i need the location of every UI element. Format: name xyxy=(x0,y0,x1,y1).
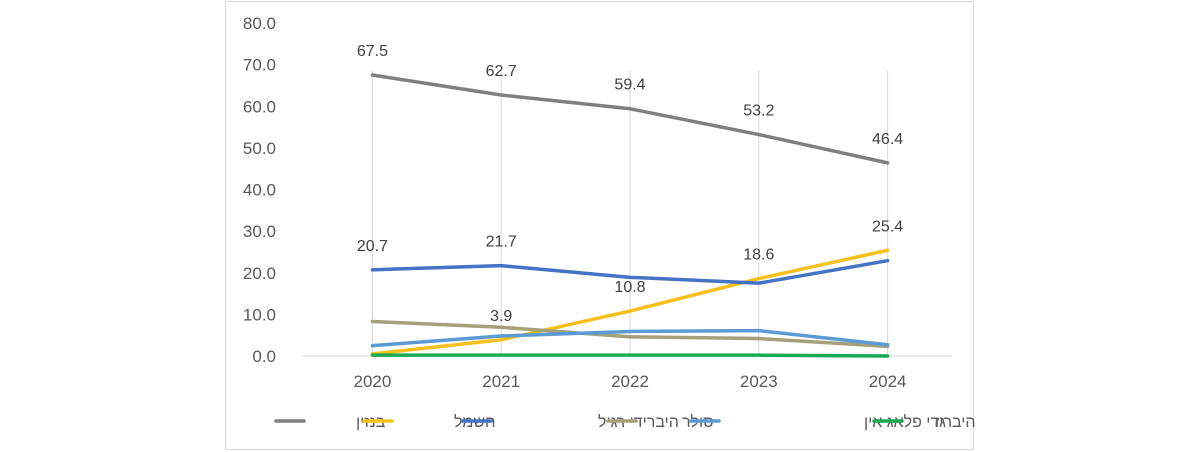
y-tick-label: 30.0 xyxy=(243,222,276,241)
data-label: 62.7 xyxy=(486,63,517,80)
legend: בנזיןחשמלהיברידי רגילסולרהיברידי פלאג אי… xyxy=(274,413,975,431)
data-labels: 67.5 62.7 59.4 53.2 46.4 3.9 10.8 18.6 25.4 20.7 2… xyxy=(357,43,903,325)
data-label: 18.6 xyxy=(743,247,774,264)
data-label: 20.7 xyxy=(357,238,388,255)
series-line-2 xyxy=(370,258,890,285)
series-line-5 xyxy=(370,353,890,358)
y-tick-label: 50.0 xyxy=(243,139,276,158)
data-label: 67.5 xyxy=(357,43,388,60)
data-label: 21.7 xyxy=(486,234,517,251)
x-axis: 2020 2021 2022 2023 2024 xyxy=(302,355,952,391)
y-tick-label: 0.0 xyxy=(252,347,276,366)
legend-label: היברידי פלאג אין xyxy=(864,413,975,431)
x-tick-label: 2024 xyxy=(869,372,907,391)
line-chart: 0.0 10.0 20.0 30.0 40.0 50.0 60.0 70.0 80.0 2020… xyxy=(243,14,975,431)
legend-label: גז xyxy=(934,414,946,431)
data-label: 46.4 xyxy=(872,131,903,148)
gridlines xyxy=(371,71,889,356)
chart-frame: 0.0 10.0 20.0 30.0 40.0 50.0 60.0 70.0 80.0 2020… xyxy=(225,1,975,450)
x-tick-label: 2023 xyxy=(740,372,778,391)
series-line-0 xyxy=(370,73,890,165)
x-tick-label: 2021 xyxy=(482,372,520,391)
legend-item-4: היברידי פלאג אין xyxy=(689,413,975,431)
legend-label: היברידי רגיל xyxy=(598,413,679,431)
legend-item-2: היברידי רגיל xyxy=(461,413,679,431)
data-label: 59.4 xyxy=(614,77,645,94)
x-tick-label: 2022 xyxy=(611,372,649,391)
y-tick-label: 70.0 xyxy=(243,56,276,75)
y-axis: 0.0 10.0 20.0 30.0 40.0 50.0 60.0 70.0 80.0 xyxy=(243,14,276,366)
data-label: 3.9 xyxy=(490,308,512,325)
data-label: 25.4 xyxy=(872,218,903,235)
series-line-4 xyxy=(370,328,890,348)
y-tick-label: 60.0 xyxy=(243,97,276,116)
x-tick-label: 2020 xyxy=(353,372,391,391)
y-tick-label: 80.0 xyxy=(243,14,276,33)
series-line-1 xyxy=(370,248,890,356)
y-tick-label: 40.0 xyxy=(243,181,276,200)
y-tick-label: 10.0 xyxy=(243,305,276,324)
data-label: 10.8 xyxy=(614,279,645,296)
legend-item-5: גז xyxy=(872,414,946,431)
series-lines xyxy=(370,73,890,358)
data-label: 53.2 xyxy=(743,103,774,120)
series-line-3 xyxy=(370,319,890,349)
y-tick-label: 20.0 xyxy=(243,264,276,283)
